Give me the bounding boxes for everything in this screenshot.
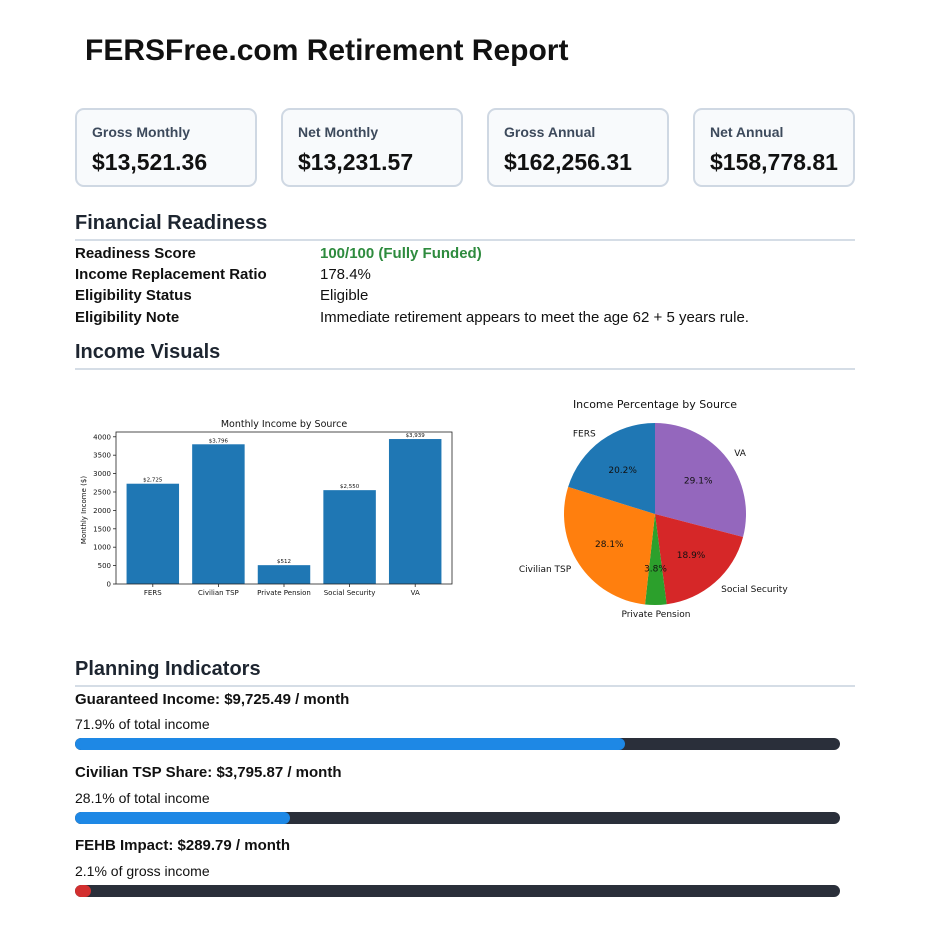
tsp-share-progress-fill <box>75 812 290 824</box>
bar <box>126 483 180 584</box>
bar-value-label: $3,796 <box>209 438 229 444</box>
y-tick-label: 0 <box>107 581 111 589</box>
gross-annual-card: Gross Annual $162,256.31 <box>487 108 669 187</box>
pie-percent-label: 29.1% <box>684 477 713 487</box>
eligibility-status-value: Eligible <box>320 287 369 304</box>
income-visuals-heading: Income Visuals <box>75 341 855 370</box>
pie-slice <box>655 514 744 605</box>
bar-value-label: $2,725 <box>143 478 163 484</box>
x-tick-label: FERS <box>144 589 162 597</box>
page-title: FERSFree.com Retirement Report <box>85 34 569 67</box>
card-label: Net Monthly <box>298 124 379 140</box>
x-tick-label: Civilian TSP <box>198 589 239 597</box>
guaranteed-income-progress-fill <box>75 738 626 750</box>
card-label: Gross Monthly <box>92 124 191 140</box>
y-tick-label: 2500 <box>93 488 111 496</box>
readiness-score-value: 100/100 (Fully Funded) <box>320 245 482 262</box>
card-value: $13,521.36 <box>92 149 208 175</box>
bar-chart-frame <box>115 431 453 585</box>
guaranteed-income-title: Guaranteed Income: $9,725.49 / month <box>75 691 350 708</box>
bar-chart-title: Monthly Income by Source <box>221 419 347 430</box>
income-percentage-pie-chart: Income Percentage by Source 29.1% VA 18.9%… <box>519 398 788 620</box>
pie-slice-label: FERS <box>573 429 596 439</box>
card-value: $13,231.57 <box>298 149 414 175</box>
y-tick-label: 1500 <box>93 525 111 533</box>
bar-value-label: $2,550 <box>340 484 360 490</box>
fehb-impact-progress-fill <box>75 885 92 897</box>
fehb-impact-title: FEHB Impact: $289.79 / month <box>75 837 291 854</box>
pie-percent-label: 20.2% <box>608 466 637 476</box>
pie-slice-label: Civilian TSP <box>519 565 572 575</box>
pie-slice-label: Social Security <box>721 585 788 595</box>
x-tick-label: VA <box>411 589 420 597</box>
bar-value-label: $3,939 <box>406 433 426 439</box>
monthly-income-bar-chart: Monthly Income by Source Monthly Income … <box>80 419 453 597</box>
eligibility-status-label: Eligibility Status <box>75 287 192 304</box>
y-tick-label: 2000 <box>93 507 111 515</box>
y-tick-label: 1000 <box>93 544 111 552</box>
card-value: $162,256.31 <box>504 149 632 175</box>
pie-percent-label: 28.1% <box>595 540 624 550</box>
pie-slice <box>655 423 746 538</box>
eligibility-note-label: Eligibility Note <box>75 309 180 326</box>
bar <box>388 439 442 584</box>
guaranteed-income-progress <box>75 738 840 750</box>
y-tick-label: 4000 <box>93 433 111 441</box>
bar-value-label: $512 <box>277 559 291 565</box>
bar <box>323 490 376 584</box>
tsp-share-progress <box>75 812 840 824</box>
bar-chart-ylabel: Monthly Income ($) <box>80 476 88 544</box>
replacement-ratio-label: Income Replacement Ratio <box>75 266 267 283</box>
tsp-share-subtitle: 28.1% of total income <box>75 790 210 806</box>
card-value: $158,778.81 <box>710 149 838 175</box>
readiness-score-label: Readiness Score <box>75 245 196 262</box>
pie-slice-label: VA <box>734 449 747 459</box>
y-tick-label: 3500 <box>93 452 111 460</box>
bar <box>257 565 311 584</box>
x-tick-label: Private Pension <box>257 589 311 597</box>
y-tick-label: 500 <box>98 562 111 570</box>
card-label: Gross Annual <box>504 124 596 140</box>
pie-slice-label: Private Pension <box>621 610 690 620</box>
guaranteed-income-subtitle: 71.9% of total income <box>75 716 210 732</box>
pie-slice <box>564 486 655 605</box>
net-annual-card: Net Annual $158,778.81 <box>693 108 855 187</box>
x-tick-label: Social Security <box>324 589 376 597</box>
net-monthly-card: Net Monthly $13,231.57 <box>281 108 463 187</box>
card-label: Net Annual <box>710 124 784 140</box>
pie-percent-label: 18.9% <box>677 551 706 561</box>
pie-slice <box>568 423 655 514</box>
eligibility-note-value: Immediate retirement appears to meet the… <box>320 309 749 326</box>
gross-monthly-card: Gross Monthly $13,521.36 <box>75 108 257 187</box>
fehb-impact-progress <box>75 885 840 897</box>
pie-chart-title: Income Percentage by Source <box>573 398 737 411</box>
pie-slice <box>645 514 667 605</box>
financial-readiness-heading: Financial Readiness <box>75 212 855 241</box>
replacement-ratio-value: 178.4% <box>320 266 371 283</box>
fehb-impact-subtitle: 2.1% of gross income <box>75 863 210 879</box>
pie-percent-label: 3.8% <box>644 565 667 575</box>
bar <box>192 444 245 584</box>
tsp-share-title: Civilian TSP Share: $3,795.87 / month <box>75 764 342 781</box>
y-tick-label: 3000 <box>93 470 111 478</box>
planning-indicators-heading: Planning Indicators <box>75 658 855 687</box>
